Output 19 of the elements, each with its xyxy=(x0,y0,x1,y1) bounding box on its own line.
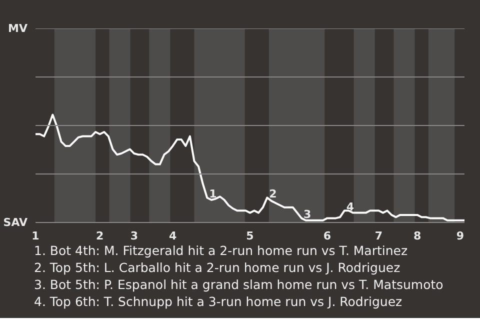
annotation: 1 xyxy=(209,188,217,201)
text: SAV xyxy=(3,216,28,229)
x-tick-label: 7 xyxy=(374,230,383,242)
x-tick-label: 3 xyxy=(130,230,138,242)
text: 2. Top 5th: L. Carballo hit a 2-run home run vs J. Rodriguez xyxy=(34,259,402,276)
x-tick-label: 9 xyxy=(456,230,464,242)
x-tick-label: 5 xyxy=(246,230,254,242)
text: MV xyxy=(8,22,28,35)
x-tick-label: 8 xyxy=(413,230,422,242)
annotation: 4 xyxy=(346,200,354,214)
annotation: 3 xyxy=(303,208,312,222)
text: 3. Bot 5th: P. Espanol hit a grand slam home run vs T. Matsumoto xyxy=(34,276,444,293)
text: 4. Top 6th: T. Schnupp hit a 3-run home run vs J. Rodriguez xyxy=(34,293,404,310)
x-tick-label: 1 xyxy=(32,230,40,242)
x-tick-label: 4 xyxy=(168,230,177,242)
x-tick-label: 2 xyxy=(96,230,104,242)
annotation: 2 xyxy=(269,188,277,201)
x-tick-label: 6 xyxy=(323,230,332,242)
text: 1. Bot 4th: M. Fitzgerald hit a 2-run home run vs T. Martinez xyxy=(34,242,409,259)
